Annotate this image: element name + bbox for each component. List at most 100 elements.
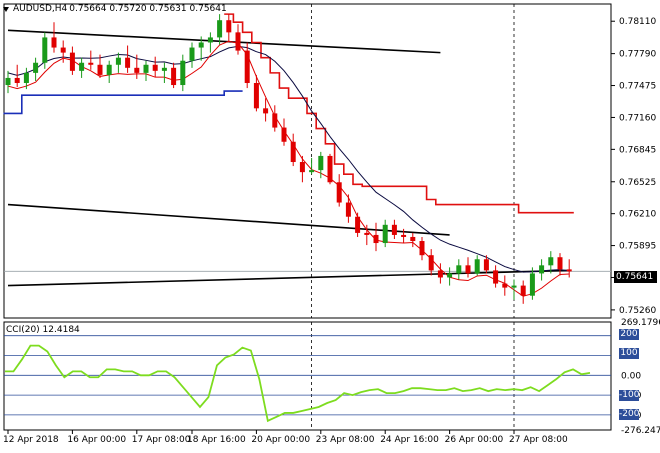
main-chart-frame: [3, 3, 612, 319]
candle-body[interactable]: [493, 270, 499, 284]
candle-body[interactable]: [180, 60, 186, 86]
candle-body[interactable]: [401, 234, 407, 237]
symbol-timeframe: AUDUSD,H4: [13, 4, 68, 14]
candle-body[interactable]: [447, 273, 453, 278]
candle-body[interactable]: [51, 37, 57, 48]
candle-body[interactable]: [79, 62, 85, 71]
price-axis-label: 0.75895: [619, 242, 656, 252]
candle-body[interactable]: [327, 155, 333, 183]
candle-body[interactable]: [539, 265, 545, 274]
candle-body[interactable]: [465, 265, 471, 274]
candle-body[interactable]: [456, 265, 462, 274]
price-axis-label: 0.76210: [619, 210, 656, 220]
candle-body[interactable]: [336, 182, 342, 203]
price-axis-label: 0.77160: [619, 113, 656, 123]
candle-body[interactable]: [106, 64, 112, 75]
cci-level-minus200-tag: -200: [619, 409, 640, 420]
candle-body[interactable]: [244, 50, 250, 84]
cci-line: [5, 344, 591, 423]
candle-body[interactable]: [42, 37, 48, 63]
candle-body[interactable]: [529, 273, 535, 296]
candle-body[interactable]: [437, 270, 443, 278]
trendline-upper[interactable]: [7, 29, 441, 54]
ma-slow-line: [7, 45, 570, 273]
candle-body[interactable]: [189, 47, 195, 61]
candle-body[interactable]: [14, 77, 20, 84]
candle-body[interactable]: [419, 241, 425, 256]
candle-body[interactable]: [235, 32, 241, 51]
candle-body[interactable]: [217, 20, 223, 38]
candle-body[interactable]: [198, 42, 204, 48]
cci-axis-label: 269.1796: [621, 318, 660, 328]
candle-body[interactable]: [115, 57, 121, 65]
cci-title: CCI(20) 12.4184: [6, 325, 80, 335]
trendline-support[interactable]: [7, 269, 570, 287]
candle-body[interactable]: [511, 285, 517, 288]
time-axis-label: 23 Apr 08:00: [316, 435, 375, 445]
candle-body[interactable]: [97, 64, 103, 75]
price-axis-label: 0.76525: [619, 178, 656, 188]
candle-body[interactable]: [161, 67, 167, 71]
candle-body[interactable]: [548, 257, 554, 266]
time-axis-label: 12 Apr 2018: [3, 435, 59, 445]
price-axis-label: 0.77475: [619, 82, 656, 92]
candle-body[interactable]: [272, 113, 278, 128]
price-axis-label: 0.77790: [619, 50, 656, 60]
candle-body[interactable]: [207, 37, 213, 43]
candle-body[interactable]: [60, 47, 66, 53]
candle-body[interactable]: [134, 67, 140, 73]
time-axis-label: 20 Apr 00:00: [251, 435, 310, 445]
candle-body[interactable]: [483, 259, 489, 271]
candle-body[interactable]: [474, 259, 480, 274]
candle-body[interactable]: [33, 62, 39, 73]
candle-body[interactable]: [253, 83, 259, 109]
candle-body[interactable]: [318, 155, 324, 171]
ma-fast-line: [7, 40, 570, 297]
symbol-menu-icon[interactable]: [3, 6, 9, 12]
candle-body[interactable]: [281, 127, 287, 142]
candle-body[interactable]: [290, 141, 296, 163]
overlay-red_step: [224, 13, 574, 214]
candle-body[interactable]: [557, 257, 563, 270]
cci-level-minus100-tag: -100: [619, 390, 640, 401]
candle-body[interactable]: [566, 269, 572, 272]
candle-body[interactable]: [345, 202, 351, 217]
candle-body[interactable]: [410, 236, 416, 242]
ohlc-readout: 0.75664 0.75720 0.75631 0.75641: [69, 4, 227, 14]
time-axis-label: 17 Apr 08:00: [132, 435, 191, 445]
cci-level-200-tag: 200: [619, 329, 639, 340]
candle-body[interactable]: [364, 232, 370, 235]
price-axis-label: 0.76845: [619, 145, 656, 155]
candle-body[interactable]: [309, 170, 315, 173]
candle-body[interactable]: [391, 224, 397, 235]
candle-body[interactable]: [373, 234, 379, 244]
candle-body[interactable]: [502, 283, 508, 288]
cci-axis-label: 0.00: [621, 371, 641, 381]
price-axis-label: 0.78110: [619, 17, 656, 27]
time-axis-label: 16 Apr 00:00: [67, 435, 126, 445]
candle-body[interactable]: [299, 162, 305, 173]
candle-body[interactable]: [23, 72, 29, 84]
candle-body[interactable]: [520, 285, 526, 296]
cci-level-100-tag: 100: [619, 348, 639, 359]
candle-body[interactable]: [382, 224, 388, 244]
candle-body[interactable]: [171, 67, 177, 86]
candle-body[interactable]: [5, 77, 11, 86]
candle-body[interactable]: [355, 216, 361, 233]
candle-body[interactable]: [88, 62, 94, 65]
overlay-blue_step: [3, 90, 243, 115]
candle-body[interactable]: [263, 108, 269, 114]
candle-body[interactable]: [125, 57, 131, 68]
chart-title: AUDUSD,H4 0.75664 0.75720 0.75631 0.7564…: [3, 2, 227, 16]
candle-body[interactable]: [143, 64, 149, 73]
price-axis-label: 0.75260: [619, 306, 656, 316]
candle-body[interactable]: [69, 52, 75, 71]
current-price-tag: 0.75641: [614, 271, 657, 283]
cci-panel-frame: [3, 321, 612, 431]
candle-body[interactable]: [226, 20, 232, 33]
candle-body[interactable]: [152, 64, 158, 71]
time-axis-label: 26 Apr 00:00: [445, 435, 504, 445]
candle-body[interactable]: [428, 255, 434, 271]
